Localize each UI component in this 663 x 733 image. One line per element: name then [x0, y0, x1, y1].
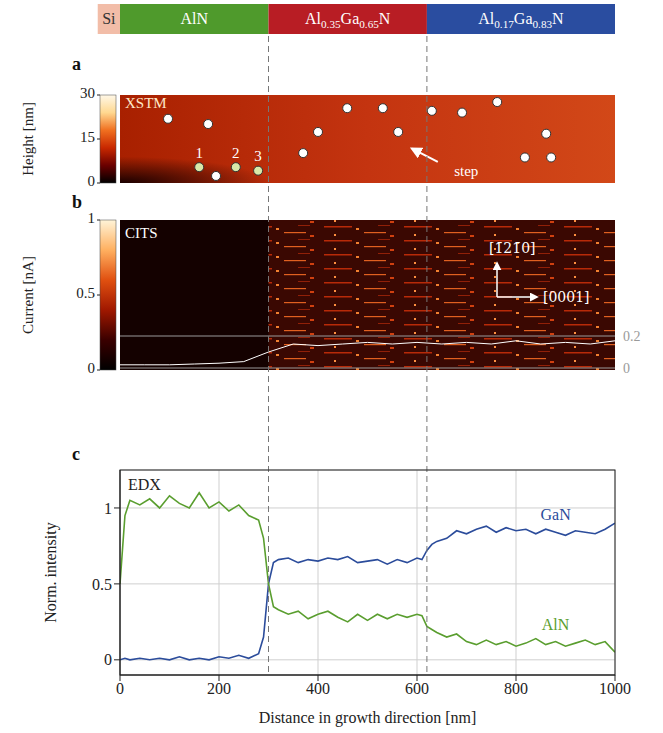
svg-text:a: a	[72, 54, 81, 74]
svg-text:Current [nA]: Current [nA]	[20, 256, 36, 334]
svg-text:15: 15	[80, 129, 95, 145]
svg-text:AlN: AlN	[180, 10, 208, 27]
svg-text:c: c	[72, 444, 80, 464]
svg-text:0: 0	[88, 173, 96, 189]
svg-text:AlN: AlN	[542, 616, 570, 633]
svg-text:[0001]: [0001]	[543, 289, 590, 305]
svg-text:0.5: 0.5	[76, 285, 95, 301]
svg-text:800: 800	[504, 680, 528, 697]
svg-text:[1̄21̄0]: [1̄21̄0]	[489, 240, 536, 256]
svg-text:Distance in growth direction [: Distance in growth direction [nm]	[259, 709, 477, 727]
svg-text:2: 2	[232, 145, 240, 161]
svg-text:Norm. intensity: Norm. intensity	[42, 522, 60, 622]
svg-text:Height [nm]: Height [nm]	[20, 102, 36, 176]
svg-text:600: 600	[405, 680, 429, 697]
svg-text:step: step	[454, 163, 478, 179]
svg-text:Al0.35Ga0.65N: Al0.35Ga0.65N	[305, 10, 391, 30]
svg-text:b: b	[72, 192, 82, 212]
svg-text:GaN: GaN	[540, 506, 571, 523]
svg-text:EDX: EDX	[128, 476, 161, 493]
svg-text:Si: Si	[102, 10, 116, 27]
svg-text:0: 0	[88, 360, 96, 376]
svg-text:1000: 1000	[599, 680, 631, 697]
svg-text:1: 1	[195, 145, 203, 161]
svg-text:400: 400	[306, 680, 330, 697]
svg-text:200: 200	[207, 680, 231, 697]
svg-text:30: 30	[80, 85, 95, 101]
svg-text:0: 0	[104, 651, 112, 668]
svg-text:Al0.17Ga0.83N: Al0.17Ga0.83N	[478, 10, 564, 30]
svg-text:1: 1	[88, 210, 96, 226]
svg-text:0.2: 0.2	[623, 329, 641, 344]
svg-text:0: 0	[623, 361, 630, 376]
svg-text:0: 0	[116, 680, 124, 697]
svg-text:1: 1	[104, 500, 112, 517]
svg-text:3: 3	[254, 148, 262, 164]
svg-text:CITS: CITS	[125, 225, 158, 241]
svg-text:0.5: 0.5	[92, 576, 112, 593]
svg-text:XSTM: XSTM	[125, 95, 167, 111]
